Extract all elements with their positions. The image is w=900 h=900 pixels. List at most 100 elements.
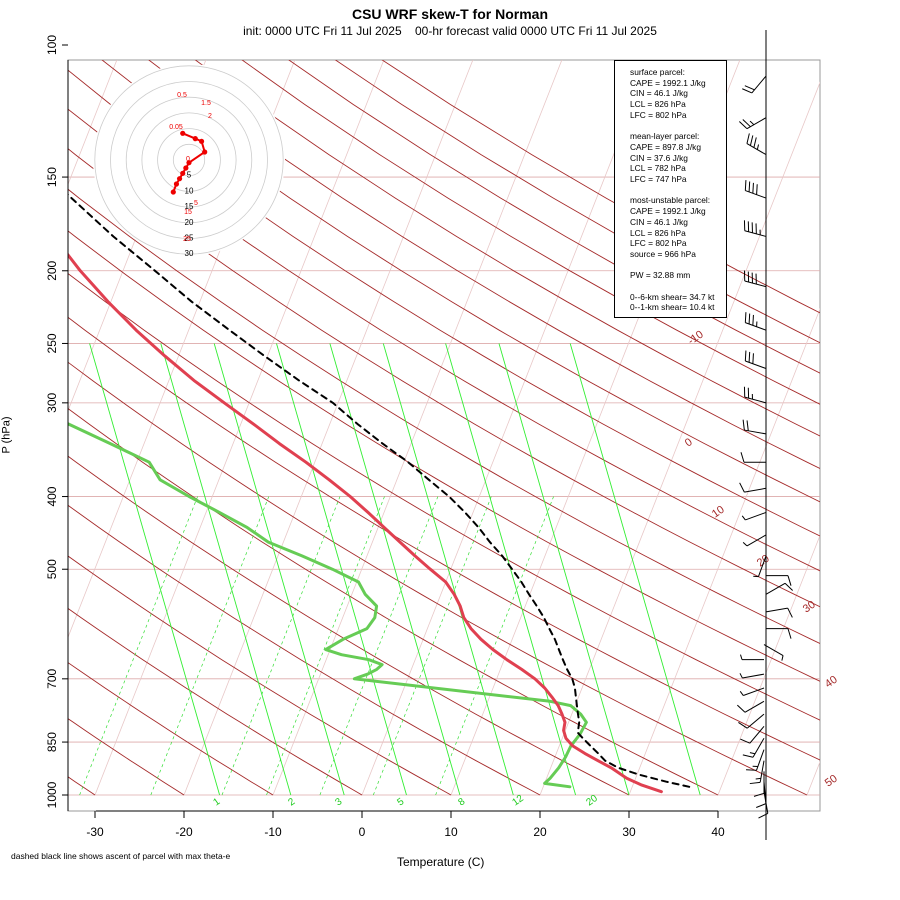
wind-barb <box>753 771 765 797</box>
wind-barb-flag <box>753 137 757 148</box>
hodograph-ring-label: 15 <box>185 202 194 211</box>
wind-barb <box>765 607 793 618</box>
wind-barb-flag <box>744 180 747 191</box>
wind-barb-staff <box>758 555 767 577</box>
wind-barb-half <box>739 673 743 679</box>
wind-barb-flag <box>740 738 751 744</box>
hodograph-point <box>170 189 176 195</box>
dry-adiabat <box>68 555 452 796</box>
wind-barb <box>744 350 767 369</box>
mean-layer-header: mean-layer parcel: <box>630 131 700 142</box>
x-tick-label: 0 <box>359 825 366 839</box>
wind-barb <box>737 700 765 713</box>
x-tick-label: 40 <box>711 825 725 839</box>
mixing-ratio-label: 8 <box>456 796 467 808</box>
isotherm-label: 30 <box>801 599 818 616</box>
dry-adiabat <box>68 230 820 682</box>
wind-barb-half <box>755 777 761 780</box>
wind-barb-staff <box>745 322 767 331</box>
hodograph-ring-label: 20 <box>185 218 194 227</box>
mean-layer-parcel-group: mean-layer parcel: CAPE = 897.8 J/kg CIN… <box>630 131 726 185</box>
wind-barb-flag <box>746 133 750 144</box>
isotherm-line <box>717 534 820 796</box>
hodograph-point-label: 15 <box>184 209 192 216</box>
y-tick-label: 250 <box>45 333 59 353</box>
isotherm-label: 0 <box>683 436 695 449</box>
wind-barb-flag <box>739 121 748 130</box>
wind-barb-flag <box>744 350 747 362</box>
wind-barb <box>746 749 765 771</box>
hodograph-background <box>93 64 285 256</box>
wind-barb-staff <box>744 700 765 713</box>
mixing-ratio-line <box>372 496 492 796</box>
wind-barb <box>743 270 767 288</box>
shear-0-1km: 0--1-km shear= 10.4 kt <box>630 302 715 313</box>
moist-adiabat-line <box>89 343 221 796</box>
stats-box: surface parcel: CAPE = 1992.1 J/kg CIN =… <box>614 60 727 318</box>
hodograph-point <box>192 136 198 142</box>
y-tick-label: 500 <box>45 559 59 579</box>
pw-group: PW = 32.88 mm <box>630 270 726 281</box>
most-unstable-cape: CAPE = 1992.1 J/kg <box>630 206 706 217</box>
wind-barb-flag <box>749 781 761 785</box>
dry-adiabat <box>68 108 820 572</box>
wind-barb <box>742 75 767 94</box>
wind-barb-half <box>741 515 746 521</box>
hodograph-point-label: 0 <box>186 156 190 163</box>
dry-adiabat <box>68 504 541 796</box>
wind-barb <box>746 133 767 156</box>
moist-adiabat-line <box>498 343 630 796</box>
wind-barb <box>742 534 767 547</box>
dry-adiabat <box>68 718 185 796</box>
wind-barb-flag <box>753 792 765 797</box>
hodograph-point <box>186 160 192 166</box>
surface-lcl: LCL = 826 hPa <box>630 99 686 110</box>
most-unstable-lfc: LFC = 802 hPa <box>630 238 687 249</box>
hodograph-ring <box>157 128 221 192</box>
dry-adiabats <box>68 60 820 796</box>
y-tick-label: 150 <box>45 167 59 187</box>
surface-cin: CIN = 46.1 J/kg <box>630 88 688 99</box>
mean-layer-lfc: LFC = 747 hPa <box>630 174 687 185</box>
wind-barb-flag <box>744 85 755 91</box>
hodograph-point <box>180 130 186 136</box>
dry-adiabat <box>68 69 820 537</box>
y-tick-label: 700 <box>45 668 59 688</box>
wind-barb <box>749 760 765 785</box>
wind-barb-staff <box>763 644 784 656</box>
wind-barb-flag <box>758 812 769 819</box>
mixing-ratio-line <box>221 496 341 796</box>
hodograph-ring <box>172 143 206 177</box>
x-tick-label: 10 <box>444 825 458 839</box>
dry-adiabat <box>68 361 808 796</box>
wind-barb <box>741 511 767 521</box>
hodograph-point-label: 0.05 <box>169 124 183 131</box>
y-axis-label: P (hPa) <box>0 416 13 454</box>
y-tick-label: 300 <box>45 393 59 413</box>
hodograph-point <box>173 181 180 187</box>
dry-adiabat <box>68 316 820 761</box>
isotherm-label: 10 <box>710 504 727 521</box>
wind-barb <box>744 312 767 331</box>
wind-barb <box>742 419 767 435</box>
wind-barb-half <box>749 752 756 755</box>
isotherm-line <box>272 60 563 796</box>
shear-0-6km: 0--6-km shear= 34.7 kt <box>630 291 715 302</box>
hodograph-ring <box>125 96 253 224</box>
dry-adiabat <box>288 60 820 374</box>
dry-adiabat <box>101 60 820 503</box>
hodograph-point <box>202 149 208 155</box>
wind-barb-half <box>749 120 755 126</box>
mixing-ratio-line <box>79 496 198 796</box>
dry-adiabat <box>241 60 820 405</box>
mixing-ratio-line <box>435 496 554 796</box>
hodograph-ring-label: 30 <box>185 249 194 258</box>
wind-barb-flag <box>742 88 753 94</box>
surface-cape: CAPE = 1992.1 J/kg <box>630 77 706 88</box>
wind-barb <box>740 452 766 463</box>
x-tick-label: 30 <box>622 825 636 839</box>
wind-barb-staff <box>742 673 765 679</box>
wind-barb-flag <box>756 803 767 808</box>
moist-adiabat-line <box>445 343 577 796</box>
